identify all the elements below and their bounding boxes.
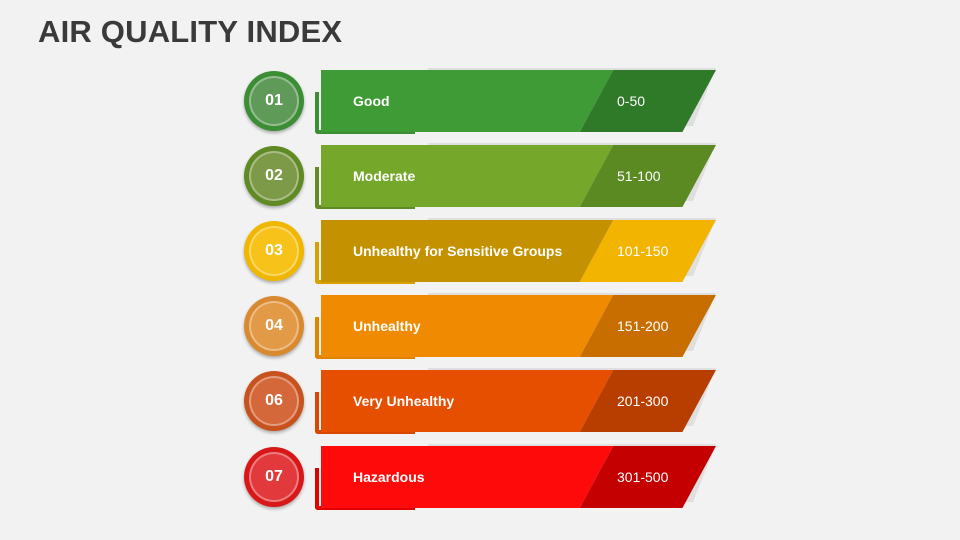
connector-bracket [315,468,415,510]
level-bar: Hazardous 301-500 [321,446,716,508]
level-number: 01 [249,76,299,126]
level-number: 02 [249,151,299,201]
level-label: Unhealthy [353,318,421,334]
level-bar: Very Unhealthy 201-300 [321,370,716,432]
aqi-level-row: Good 0-50 01 [0,68,960,134]
connector-bracket [315,242,415,284]
level-label: Moderate [353,168,416,184]
level-range: 0-50 [617,93,646,109]
level-bar-main [321,446,614,508]
level-label: Unhealthy for Sensitive Groups [353,243,563,259]
level-bar-main [321,145,614,207]
level-bar: Unhealthy 151-200 [321,295,716,357]
level-bar: Unhealthy for Sensitive Groups 101-150 [321,220,716,282]
level-range: 101-150 [617,243,669,259]
level-bar: Moderate 51-100 [321,145,716,207]
connector-bracket [315,392,415,434]
connector-bracket [315,317,415,359]
level-range: 51-100 [617,168,661,184]
level-range: 151-200 [617,318,669,334]
level-bar-main [321,370,614,432]
level-label: Very Unhealthy [353,393,455,409]
level-bar-main [321,70,614,132]
level-range: 201-300 [617,393,669,409]
page-title: AIR QUALITY INDEX [38,14,343,49]
level-number: 07 [249,452,299,502]
level-number: 03 [249,226,299,276]
level-number: 06 [249,376,299,426]
level-label: Hazardous [353,469,425,485]
level-number-badge: 03 [244,221,304,281]
connector-bracket [315,167,415,209]
aqi-level-row: Hazardous 301-500 07 [0,444,960,510]
level-number-badge: 07 [244,447,304,507]
level-label: Good [353,93,390,109]
level-number-badge: 01 [244,71,304,131]
aqi-level-row: Very Unhealthy 201-300 06 [0,368,960,434]
level-number-badge: 02 [244,146,304,206]
aqi-level-row: Unhealthy 151-200 04 [0,293,960,359]
connector-bracket [315,92,415,134]
level-number-badge: 04 [244,296,304,356]
level-bar-main [321,295,614,357]
aqi-level-row: Moderate 51-100 02 [0,143,960,209]
level-bar-main [321,220,614,282]
level-range: 301-500 [617,469,669,485]
aqi-level-row: Unhealthy for Sensitive Groups 101-150 0… [0,218,960,284]
level-number: 04 [249,301,299,351]
level-number-badge: 06 [244,371,304,431]
level-bar: Good 0-50 [321,70,716,132]
